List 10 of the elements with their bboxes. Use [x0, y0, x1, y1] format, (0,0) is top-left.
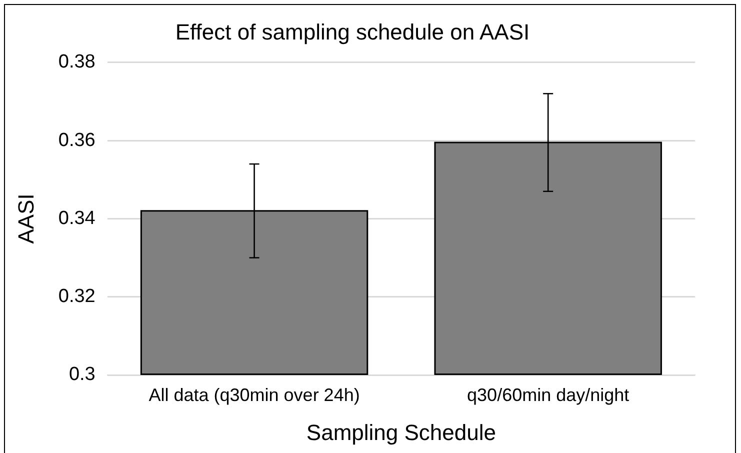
y-tick-label: 0.36	[58, 130, 96, 151]
y-tick-label: 0.38	[58, 52, 96, 73]
y-tick-label: 0.3	[68, 364, 96, 386]
y-tick-label: 0.34	[58, 208, 96, 229]
x-tick-label: All data (q30min over 24h)	[148, 384, 360, 405]
y-tick-label: 0.32	[58, 286, 96, 308]
x-axis-title: Sampling Schedule	[306, 420, 496, 445]
y-axis-title: AASI	[13, 194, 38, 244]
chart-title: Effect of sampling schedule on AASI	[175, 19, 530, 44]
x-tick-label: q30/60min day/night	[467, 384, 630, 405]
